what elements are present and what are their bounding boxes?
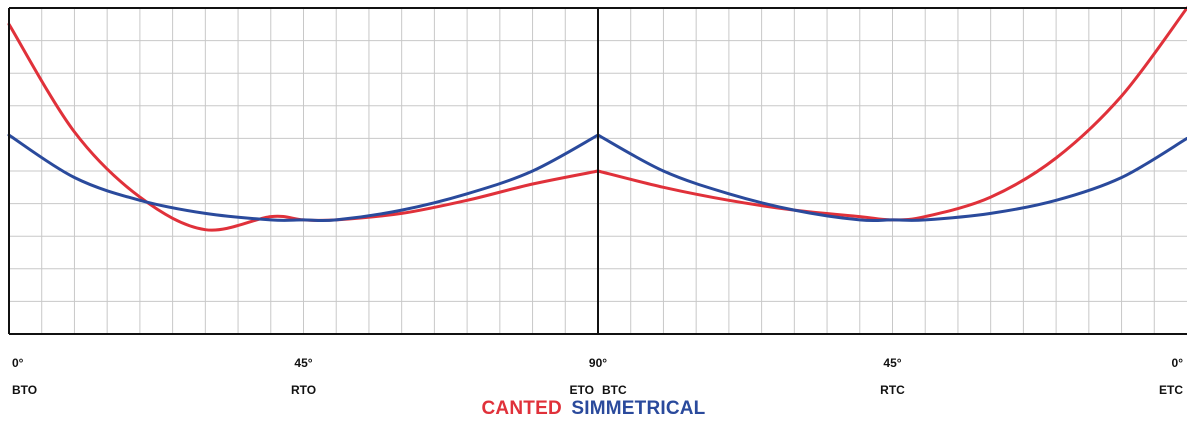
chart-frame xyxy=(8,7,1187,335)
tick-angle-close-end: 0° xyxy=(1172,356,1184,370)
chart-grid xyxy=(9,8,1187,334)
chart-series-lines xyxy=(7,6,1187,232)
tick-position-etc: ETC xyxy=(1159,383,1183,397)
tick-position-rtc: RTC xyxy=(880,383,905,397)
tick-position-bto: BTO xyxy=(12,383,37,397)
legend-entry-simmetrical: SIMMETRICAL xyxy=(571,398,706,419)
tick-position-eto: ETO xyxy=(570,383,594,397)
tick-angle-open-mid: 45° xyxy=(294,356,312,370)
tick-angle-close-mid: 45° xyxy=(883,356,901,370)
tick-position-rto: RTO xyxy=(291,383,316,397)
tick-angle-center: 90° xyxy=(589,356,607,370)
series-line-simmetrical-open xyxy=(7,133,600,223)
tick-angle-open-start: 0° xyxy=(12,356,24,370)
legend-entry-canted: CANTED xyxy=(481,398,562,419)
chart-legend: CANTED SIMMETRICAL xyxy=(0,398,1187,420)
series-line-simmetrical-close xyxy=(596,133,1187,223)
x-tick-labels: 0° 45° 90° 45° 0° BTO RTO ETO BTC RTC ETC xyxy=(12,356,1183,397)
tick-position-btc: BTC xyxy=(602,383,627,397)
